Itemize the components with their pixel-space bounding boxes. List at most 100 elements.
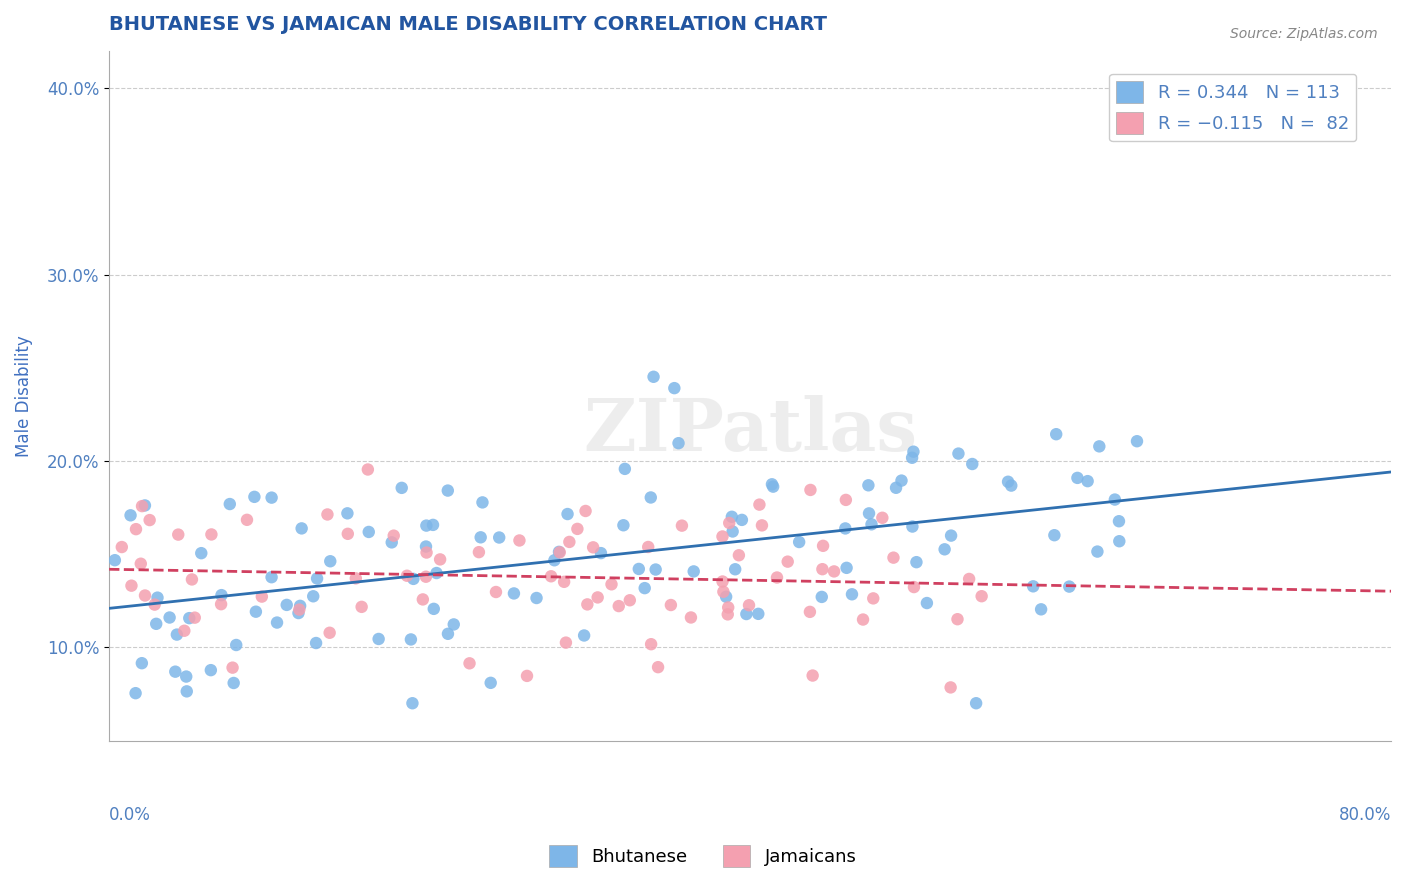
Point bbox=[243, 490, 266, 504]
Point bbox=[946, 612, 969, 626]
Point bbox=[962, 457, 984, 471]
Point bbox=[516, 669, 538, 683]
Point bbox=[970, 589, 993, 603]
Point bbox=[613, 462, 636, 476]
Legend: Bhutanese, Jamaicans: Bhutanese, Jamaicans bbox=[543, 838, 863, 874]
Point bbox=[548, 545, 571, 559]
Point bbox=[671, 518, 693, 533]
Point bbox=[471, 495, 494, 509]
Point bbox=[190, 546, 212, 560]
Point bbox=[415, 540, 437, 554]
Point bbox=[423, 602, 446, 616]
Point bbox=[647, 660, 669, 674]
Point bbox=[787, 535, 810, 549]
Point bbox=[344, 571, 367, 585]
Point bbox=[200, 663, 222, 677]
Point bbox=[245, 605, 267, 619]
Point bbox=[1029, 602, 1052, 616]
Point bbox=[1087, 544, 1109, 558]
Point bbox=[586, 591, 609, 605]
Point bbox=[399, 632, 422, 647]
Point bbox=[305, 636, 328, 650]
Point bbox=[721, 509, 744, 524]
Point bbox=[218, 497, 240, 511]
Point bbox=[159, 610, 181, 624]
Point bbox=[939, 681, 962, 695]
Point bbox=[799, 605, 821, 619]
Point bbox=[682, 565, 704, 579]
Point bbox=[468, 545, 491, 559]
Text: ZIPatlas: ZIPatlas bbox=[583, 394, 917, 466]
Point bbox=[761, 477, 783, 491]
Point bbox=[747, 607, 769, 621]
Point bbox=[1108, 534, 1130, 549]
Point bbox=[1104, 492, 1126, 507]
Point bbox=[250, 590, 273, 604]
Point bbox=[644, 562, 666, 576]
Point bbox=[903, 580, 925, 594]
Point bbox=[567, 522, 589, 536]
Point bbox=[225, 638, 247, 652]
Point bbox=[934, 542, 956, 557]
Point bbox=[905, 555, 928, 569]
Point bbox=[173, 624, 195, 638]
Point bbox=[336, 506, 359, 520]
Point bbox=[415, 518, 437, 533]
Point bbox=[801, 668, 824, 682]
Point bbox=[319, 554, 342, 568]
Point bbox=[882, 550, 904, 565]
Point bbox=[260, 570, 283, 584]
Point bbox=[288, 602, 311, 616]
Point bbox=[336, 526, 359, 541]
Point bbox=[145, 616, 167, 631]
Point bbox=[357, 462, 380, 476]
Point bbox=[718, 516, 741, 530]
Point bbox=[721, 524, 744, 539]
Point bbox=[436, 483, 458, 498]
Point bbox=[811, 539, 834, 553]
Point bbox=[124, 686, 146, 700]
Point bbox=[841, 587, 863, 601]
Point bbox=[129, 557, 152, 571]
Point bbox=[176, 684, 198, 698]
Point bbox=[111, 540, 134, 554]
Point bbox=[146, 591, 169, 605]
Point bbox=[437, 627, 460, 641]
Point bbox=[553, 574, 575, 589]
Point bbox=[288, 599, 311, 613]
Point bbox=[429, 552, 451, 566]
Point bbox=[890, 474, 912, 488]
Point bbox=[209, 597, 232, 611]
Point bbox=[1126, 434, 1149, 449]
Text: Source: ZipAtlas.com: Source: ZipAtlas.com bbox=[1230, 27, 1378, 41]
Point bbox=[382, 529, 405, 543]
Point bbox=[679, 610, 702, 624]
Point bbox=[860, 517, 883, 532]
Point bbox=[751, 518, 773, 533]
Point bbox=[422, 517, 444, 532]
Point bbox=[557, 507, 579, 521]
Point bbox=[872, 510, 894, 524]
Point bbox=[488, 531, 510, 545]
Point bbox=[903, 444, 925, 458]
Point bbox=[762, 480, 785, 494]
Point bbox=[711, 574, 734, 589]
Point bbox=[664, 381, 686, 395]
Point bbox=[835, 561, 858, 575]
Point bbox=[574, 504, 596, 518]
Point bbox=[558, 535, 581, 549]
Point bbox=[858, 478, 880, 492]
Point bbox=[166, 627, 188, 641]
Y-axis label: Male Disability: Male Disability bbox=[15, 334, 32, 457]
Point bbox=[997, 475, 1019, 489]
Point bbox=[965, 696, 987, 710]
Point bbox=[548, 545, 571, 559]
Point bbox=[1059, 580, 1081, 594]
Point bbox=[131, 656, 153, 670]
Point bbox=[823, 565, 845, 579]
Point bbox=[236, 513, 259, 527]
Point bbox=[627, 562, 650, 576]
Point bbox=[731, 513, 754, 527]
Point bbox=[811, 562, 834, 576]
Point bbox=[862, 591, 884, 606]
